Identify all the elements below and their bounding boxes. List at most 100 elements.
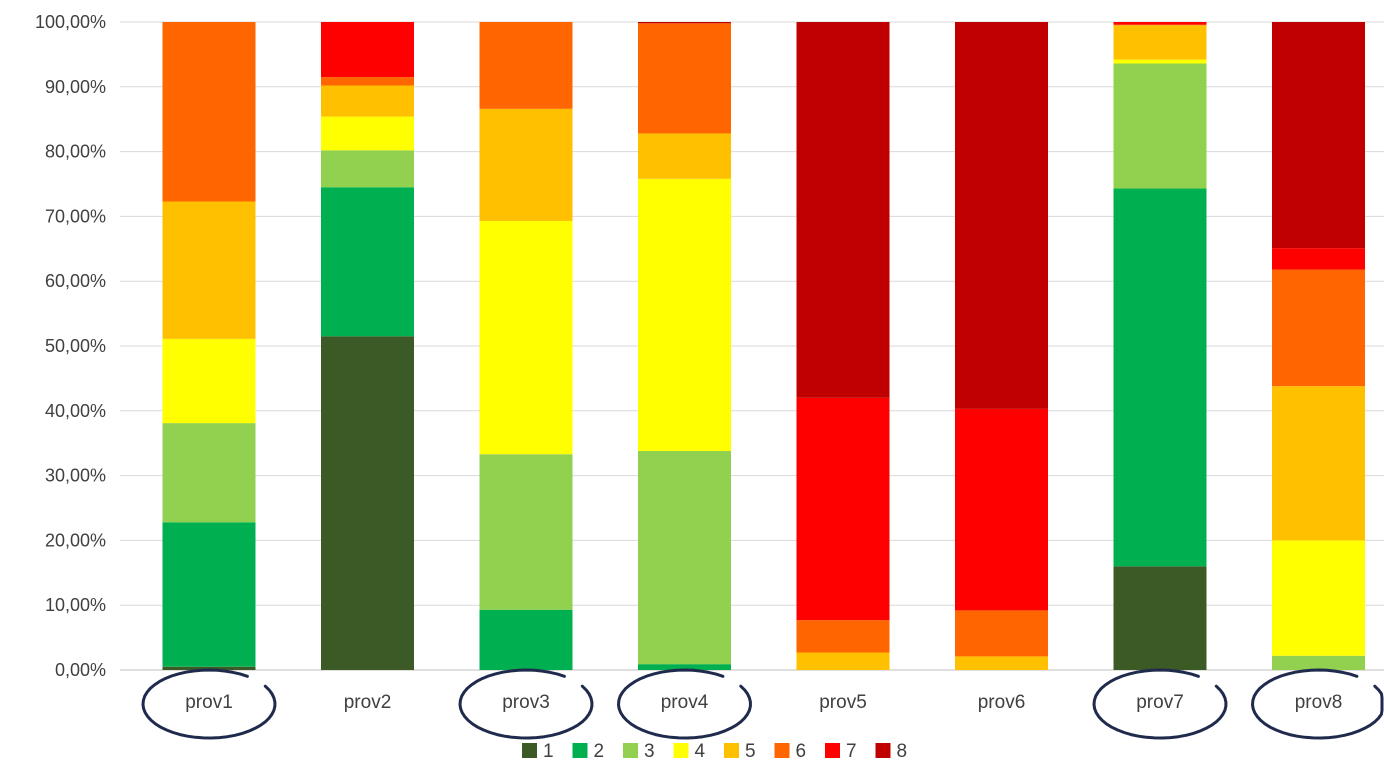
legend-item-3: 3 bbox=[623, 741, 655, 762]
bar-stack-prov6 bbox=[955, 22, 1048, 670]
x-category-label: prov2 bbox=[344, 692, 392, 713]
y-axis-tick-labels: 0,00% 10,00% 20,00% 30,00% 40,00% 50,00% 60,00… bbox=[35, 12, 106, 680]
bar-segment-prov4-series-6 bbox=[638, 23, 731, 134]
bar-segment-prov1-series-6 bbox=[162, 22, 256, 202]
bar-segment-prov3-series-4 bbox=[479, 220, 573, 455]
legend-item-4: 4 bbox=[673, 741, 706, 762]
bar-segment-prov8-series-4 bbox=[1272, 540, 1365, 656]
bar-segment-prov4-series-4 bbox=[638, 178, 731, 451]
y-tick-label: 10,00% bbox=[45, 595, 106, 615]
circle-annotation-prov8 bbox=[1251, 668, 1384, 740]
legend: 1 2 3 4 5 6 7 8 bbox=[522, 741, 907, 762]
circle-annotation-prov4 bbox=[617, 668, 752, 740]
bar-segment-prov7-series-7 bbox=[1113, 22, 1207, 25]
legend-swatch bbox=[875, 743, 891, 758]
legend-label: 6 bbox=[796, 741, 807, 762]
legend-swatch bbox=[724, 743, 739, 758]
bar-segment-prov1-series-3 bbox=[162, 423, 256, 523]
y-tick-label: 30,00% bbox=[45, 466, 106, 486]
y-tick-label: 80,00% bbox=[45, 142, 106, 162]
y-tick-label: 20,00% bbox=[45, 530, 106, 550]
bar-segment-prov8-series-5 bbox=[1272, 386, 1365, 541]
x-category-label: prov1 bbox=[185, 692, 233, 713]
y-tick-label: 70,00% bbox=[45, 206, 106, 226]
circle-annotation-prov3 bbox=[458, 668, 594, 740]
legend-label: 3 bbox=[644, 741, 655, 762]
legend-swatch bbox=[673, 743, 689, 758]
circle-annotation-prov1 bbox=[141, 668, 277, 740]
legend-label: 4 bbox=[695, 741, 706, 762]
bar-segment-prov1-series-5 bbox=[162, 201, 256, 339]
legend-swatch bbox=[825, 743, 840, 758]
bar-stack-prov2 bbox=[321, 22, 414, 670]
bar-segment-prov3-series-3 bbox=[479, 454, 573, 610]
legend-swatch bbox=[572, 743, 588, 758]
legend-label: 2 bbox=[594, 741, 605, 762]
bar-stack-prov5 bbox=[796, 22, 890, 670]
circle-annotation-prov7 bbox=[1092, 668, 1228, 740]
bar-segment-prov6-series-5 bbox=[955, 656, 1048, 670]
bar-segment-prov8-series-7 bbox=[1272, 248, 1365, 270]
bar-segment-prov2-series-7 bbox=[321, 22, 414, 78]
bar-segment-prov7-series-2 bbox=[1113, 188, 1207, 567]
legend-label: 8 bbox=[897, 741, 908, 762]
bar-segment-prov6-series-6 bbox=[955, 610, 1048, 657]
bar-segment-prov5-series-7 bbox=[796, 397, 890, 621]
legend-item-6: 6 bbox=[774, 741, 807, 762]
x-category-label: prov8 bbox=[1295, 692, 1343, 713]
legend-item-2: 2 bbox=[572, 741, 605, 762]
bar-stack-prov8 bbox=[1272, 22, 1365, 670]
x-axis-category-labels: prov1 prov2 prov3 prov4 prov5 prov6 prov7 prov8 bbox=[185, 692, 1342, 713]
bar-segment-prov7-series-3 bbox=[1113, 63, 1207, 189]
x-category-label: prov4 bbox=[661, 692, 709, 713]
bar-stack-prov3 bbox=[479, 22, 573, 670]
bar-segment-prov1-series-4 bbox=[162, 338, 256, 424]
bar-segment-prov4-series-8 bbox=[638, 22, 731, 24]
circle-annotations bbox=[141, 668, 1384, 740]
bar-segment-prov4-series-3 bbox=[638, 450, 731, 665]
legend-swatch bbox=[522, 743, 537, 758]
x-category-label: prov6 bbox=[978, 692, 1026, 713]
y-tick-label: 90,00% bbox=[45, 77, 106, 97]
bar-segment-prov8-series-3 bbox=[1272, 655, 1365, 670]
bar-segment-prov3-series-6 bbox=[479, 22, 573, 109]
legend-item-5: 5 bbox=[724, 741, 756, 762]
bar-segment-prov5-series-5 bbox=[796, 652, 890, 670]
y-tick-label: 60,00% bbox=[45, 271, 106, 291]
bars bbox=[162, 22, 1365, 670]
bar-segment-prov5-series-8 bbox=[796, 22, 890, 398]
y-tick-label: 40,00% bbox=[45, 401, 106, 421]
legend-swatch bbox=[774, 743, 790, 758]
x-category-label: prov5 bbox=[819, 692, 867, 713]
bar-stack-prov1 bbox=[162, 22, 256, 670]
legend-label: 5 bbox=[745, 741, 756, 762]
bar-segment-prov5-series-6 bbox=[796, 620, 890, 653]
bar-segment-prov3-series-5 bbox=[479, 108, 573, 221]
y-tick-label: 0,00% bbox=[55, 660, 106, 680]
legend-item-7: 7 bbox=[825, 741, 857, 762]
bar-segment-prov2-series-4 bbox=[321, 116, 414, 151]
x-category-label: prov3 bbox=[502, 692, 550, 713]
bar-segment-prov3-series-2 bbox=[479, 609, 573, 670]
legend-item-1: 1 bbox=[522, 741, 554, 762]
y-tick-label: 50,00% bbox=[45, 336, 106, 356]
bar-segment-prov4-series-2 bbox=[638, 664, 731, 670]
y-tick-label: 100,00% bbox=[35, 12, 106, 32]
bar-segment-prov1-series-2 bbox=[162, 522, 256, 667]
bar-segment-prov7-series-6 bbox=[1113, 24, 1207, 26]
bar-segment-prov7-series-4 bbox=[1113, 59, 1207, 64]
bar-segment-prov2-series-2 bbox=[321, 187, 414, 337]
bar-segment-prov1-series-1 bbox=[162, 666, 256, 670]
bar-segment-prov8-series-6 bbox=[1272, 269, 1365, 387]
bar-segment-prov6-series-8 bbox=[955, 22, 1048, 409]
x-category-label: prov7 bbox=[1136, 692, 1184, 713]
bar-segment-prov8-series-8 bbox=[1272, 22, 1365, 249]
bar-segment-prov2-series-5 bbox=[321, 85, 414, 117]
bar-stack-prov7 bbox=[1113, 22, 1207, 670]
legend-swatch bbox=[623, 743, 638, 758]
legend-item-8: 8 bbox=[875, 741, 908, 762]
bar-segment-prov4-series-5 bbox=[638, 133, 731, 179]
bar-segment-prov7-series-5 bbox=[1113, 25, 1207, 60]
bar-stack-prov4 bbox=[638, 22, 731, 670]
